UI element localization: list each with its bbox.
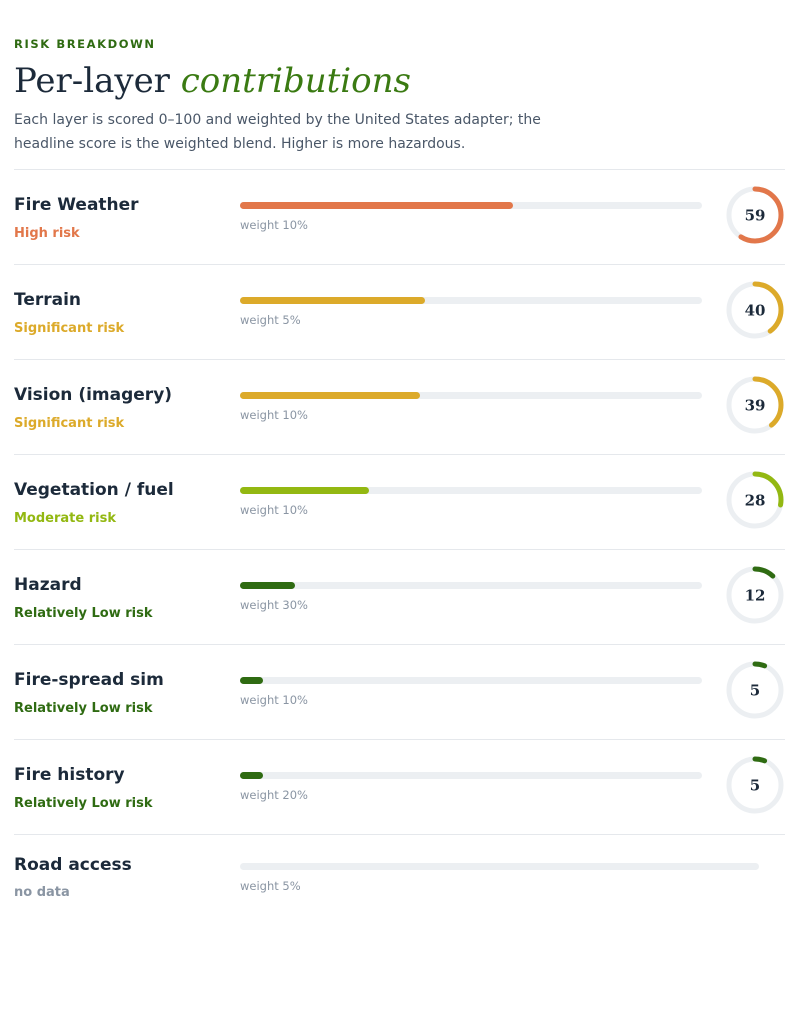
layer-name: Hazard xyxy=(14,575,82,595)
risk-label: Significant risk xyxy=(14,416,125,431)
score-ring-arc xyxy=(726,756,784,814)
score-ring: 39 xyxy=(726,376,784,434)
score-bar-track xyxy=(240,677,702,684)
score-ring-arc xyxy=(726,376,784,434)
score-ring-arc xyxy=(726,566,784,624)
layer-row-fire-weather: Fire Weather High risk weight 10% 59 xyxy=(14,169,785,264)
layer-row-road-access: Road access no data weight 5% xyxy=(14,834,785,929)
score-bar-track xyxy=(240,487,702,494)
risk-label: Relatively Low risk xyxy=(14,606,153,621)
score-ring: 28 xyxy=(726,471,784,529)
layer-weight: weight 5% xyxy=(240,879,301,893)
layer-name: Road access xyxy=(14,855,132,875)
layer-row-hazard: Hazard Relatively Low risk weight 30% 12 xyxy=(14,549,785,644)
risk-label: Relatively Low risk xyxy=(14,796,153,811)
layer-row-terrain: Terrain Significant risk weight 5% 40 xyxy=(14,264,785,359)
layer-weight: weight 30% xyxy=(240,598,308,612)
layer-list: Fire Weather High risk weight 10% 59 Terrain… xyxy=(14,169,785,929)
score-bar-fill xyxy=(240,297,425,304)
title-accent: contributions xyxy=(180,61,411,101)
score-value: 5 xyxy=(750,777,760,795)
score-value: 40 xyxy=(745,302,766,320)
score-bar-fill xyxy=(240,772,264,779)
score-ring-arc xyxy=(726,661,784,719)
layer-name: Fire history xyxy=(14,765,125,785)
risk-label: Moderate risk xyxy=(14,511,116,526)
score-value: 59 xyxy=(745,207,766,225)
score-ring-arc xyxy=(726,471,784,529)
score-bar-fill xyxy=(240,392,421,399)
score-ring: 40 xyxy=(726,281,784,339)
score-bar-fill xyxy=(240,202,513,209)
risk-label: no data xyxy=(14,885,70,900)
score-bar-track xyxy=(240,297,702,304)
score-bar-fill xyxy=(240,582,296,589)
score-bar-fill xyxy=(240,487,370,494)
score-ring-arc xyxy=(726,281,784,339)
layer-weight: weight 5% xyxy=(240,313,301,327)
score-value: 12 xyxy=(745,587,766,605)
section-title: Per-layer contributions xyxy=(14,60,411,102)
section-description: Each layer is scored 0–100 and weighted … xyxy=(14,112,541,152)
score-bar-track xyxy=(240,772,702,779)
risk-label: High risk xyxy=(14,226,80,241)
score-value: 5 xyxy=(750,682,760,700)
layer-weight: weight 10% xyxy=(240,408,308,422)
score-ring: 5 xyxy=(726,661,784,719)
layer-weight: weight 20% xyxy=(240,788,308,802)
layer-row-vegetation-fuel: Vegetation / fuel Moderate risk weight 10%… xyxy=(14,454,785,549)
section-eyebrow: RISK BREAKDOWN xyxy=(14,37,156,51)
score-bar-fill xyxy=(240,677,264,684)
score-value: 28 xyxy=(745,492,766,510)
score-bar-track xyxy=(240,582,702,589)
layer-row-vision-imagery: Vision (imagery) Significant risk weight 1… xyxy=(14,359,785,454)
title-main: Per-layer xyxy=(14,61,170,101)
score-bar-track xyxy=(240,863,759,870)
score-ring-arc xyxy=(726,186,784,244)
layer-row-fire-history: Fire history Relatively Low risk weight 20… xyxy=(14,739,785,834)
score-ring: 5 xyxy=(726,756,784,814)
score-bar-track xyxy=(240,392,702,399)
layer-name: Fire Weather xyxy=(14,195,139,215)
layer-weight: weight 10% xyxy=(240,218,308,232)
score-value: 39 xyxy=(745,397,766,415)
risk-label: Relatively Low risk xyxy=(14,701,153,716)
layer-name: Terrain xyxy=(14,290,82,310)
layer-name: Vegetation / fuel xyxy=(14,480,174,500)
layer-row-fire-spread-sim: Fire-spread sim Relatively Low risk weight… xyxy=(14,644,785,739)
score-ring: 59 xyxy=(726,186,784,244)
score-bar-track xyxy=(240,202,702,209)
layer-weight: weight 10% xyxy=(240,503,308,517)
risk-label: Significant risk xyxy=(14,321,125,336)
score-ring: 12 xyxy=(726,566,784,624)
layer-weight: weight 10% xyxy=(240,693,308,707)
layer-name: Fire-spread sim xyxy=(14,670,164,690)
layer-name: Vision (imagery) xyxy=(14,385,173,405)
